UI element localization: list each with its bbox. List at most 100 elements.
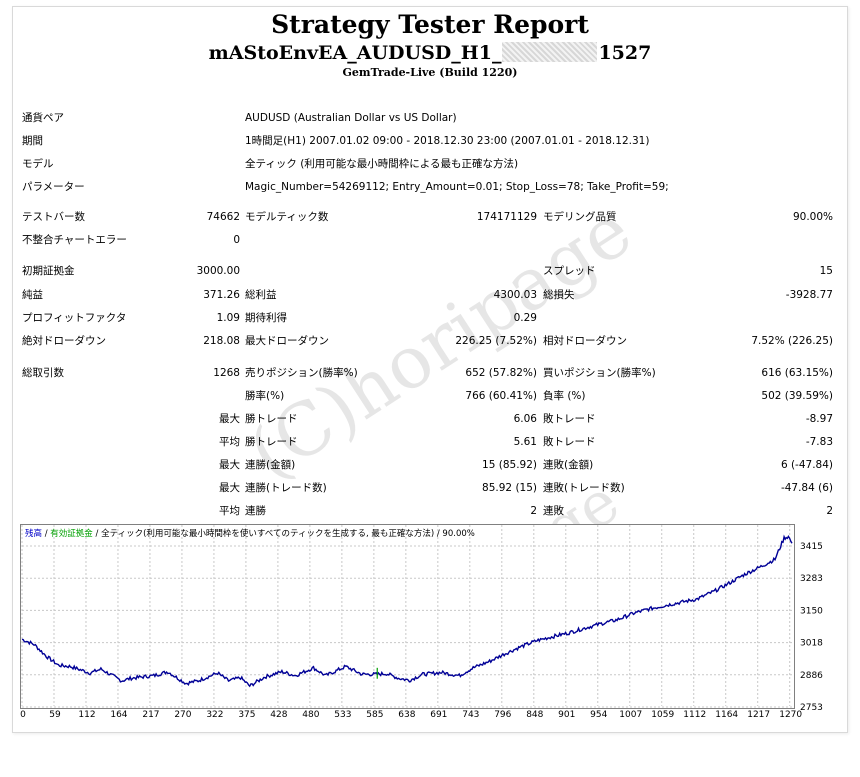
y-tick-label: 3018 (800, 639, 823, 649)
bars-value: 74662 (206, 211, 240, 223)
detail-a-label: 連勝(金額) (245, 459, 296, 471)
gross-loss-label: 総損失 (543, 289, 575, 301)
deposit-value: 3000.00 (196, 265, 240, 277)
chart-svg: 0 59 112 164 217 270 322 375 428 480 533 585 638 691 7… (20, 525, 823, 720)
profit-factor-value: 1.09 (216, 312, 240, 324)
expected-payoff-label: 期待利得 (245, 312, 287, 324)
x-tick-label: 1007 (619, 710, 642, 720)
total-trades-label: 総取引数 (22, 367, 64, 379)
detail-b-value: 6 (-47.84) (780, 459, 833, 471)
y-tick-label: 3150 (800, 606, 823, 616)
ea-name-suffix: 1527 (598, 42, 652, 64)
param-label: 通貨ペア (22, 112, 64, 124)
x-tick-label: 480 (302, 710, 319, 720)
param-label: パラメーター (22, 181, 85, 193)
y-tick-label: 2753 (800, 703, 823, 713)
ticks-value: 174171129 (476, 211, 537, 223)
x-tick-label: 428 (270, 710, 287, 720)
x-tick-label: 217 (142, 710, 159, 720)
long-positions-value: 616 (63.15%) (761, 367, 833, 379)
balance-series-line (21, 534, 793, 688)
detail-a-value: 6.06 (513, 413, 537, 425)
mismatch-value: 0 (233, 234, 240, 246)
balance-chart: 0 59 112 164 217 270 322 375 428 480 533 585 638 691 7… (20, 524, 848, 724)
server-name: GemTrade-Live (Build 1220) (342, 66, 518, 79)
detail-a-label: 勝トレード (245, 436, 298, 448)
report-title: Strategy Tester Report (271, 10, 589, 39)
x-tick-label: 848 (526, 710, 543, 720)
param-value: AUDUSD (Australian Dollar vs US Dollar) (245, 112, 457, 124)
y-tick-label: 2886 (800, 671, 823, 681)
x-tick-label: 0 (20, 710, 26, 720)
x-tick-label: 164 (110, 710, 127, 720)
x-tick-label: 1164 (715, 710, 738, 720)
redaction-block (502, 42, 598, 62)
x-tick-label: 638 (398, 710, 415, 720)
x-tick-label: 533 (334, 710, 351, 720)
y-tick-label: 3283 (800, 574, 823, 584)
x-tick-label: 1217 (747, 710, 770, 720)
param-value: 全ティック (利用可能な最小時間枠による最も正確な方法) (245, 158, 519, 170)
deposit-label: 初期証拠金 (22, 265, 75, 277)
x-tick-label: 691 (430, 710, 447, 720)
short-positions-label: 売りポジション(勝率%) (245, 367, 358, 379)
quality-label: モデリング品質 (543, 211, 617, 223)
x-tick-label: 375 (238, 710, 255, 720)
detail-prefix: 最大 (219, 459, 240, 471)
detail-prefix: 平均 (219, 436, 240, 448)
ea-name-prefix: mAStoEnvEA_AUDUSD_H1_ (208, 42, 502, 64)
detail-b-value: -47.84 (6) (780, 482, 833, 494)
x-tick-label: 270 (174, 710, 191, 720)
gross-profit-label: 総利益 (245, 289, 277, 301)
short-positions-value: 652 (57.82%) (465, 367, 537, 379)
detail-b-label: 敗トレード (543, 413, 596, 425)
detail-b-label: 連敗(トレード数) (543, 482, 625, 494)
abs-drawdown-label: 絶対ドローダウン (22, 335, 106, 347)
chart-plot-frame (20, 524, 795, 709)
loss-rate-value: 502 (39.59%) (761, 390, 833, 402)
param-label: 期間 (22, 135, 43, 147)
x-tick-label: 1112 (683, 710, 706, 720)
loss-rate-label: 負率 (%) (543, 390, 586, 402)
gross-profit-value: 4300.03 (493, 289, 537, 301)
legend-balance: 残高 (25, 529, 43, 539)
win-rate-label: 勝率(%) (245, 390, 285, 402)
spread-value: 15 (819, 265, 833, 277)
abs-drawdown-value: 218.08 (203, 335, 240, 347)
detail-a-value: 5.61 (513, 436, 537, 448)
max-drawdown-label: 最大ドローダウン (245, 335, 329, 347)
win-rate-value: 766 (60.41%) (465, 390, 537, 402)
detail-b-label: 敗トレード (543, 436, 596, 448)
ticks-label: モデルティック数 (245, 211, 329, 223)
long-positions-label: 買いポジション(勝率%) (543, 367, 656, 379)
detail-a-value: 15 (85.92) (482, 459, 537, 471)
total-trades-value: 1268 (213, 367, 240, 379)
legend-equity: 有効証拠金 (50, 529, 93, 539)
detail-a-label: 連勝 (245, 505, 266, 517)
detail-b-value: -7.83 (805, 436, 833, 448)
detail-prefix: 最大 (219, 482, 240, 494)
gross-loss-value: -3928.77 (785, 289, 833, 301)
x-tick-label: 322 (206, 710, 223, 720)
spread-label: スプレッド (543, 265, 596, 277)
ea-name: mAStoEnvEA_AUDUSD_H1_ 1527 (0, 40, 860, 66)
legend-sep: / (42, 529, 51, 539)
detail-a-label: 勝トレード (245, 413, 298, 425)
param-label: モデル (22, 158, 54, 170)
rel-drawdown-value: 7.52% (226.25) (751, 335, 833, 347)
detail-b-value: -8.97 (805, 413, 833, 425)
x-tick-label: 954 (590, 710, 607, 720)
max-drawdown-value: 226.25 (7.52%) (455, 335, 537, 347)
detail-b-label: 連敗(金額) (543, 459, 594, 471)
detail-a-value: 2 (530, 505, 537, 517)
param-value: Magic_Number=54269112; Entry_Amount=0.01… (245, 181, 669, 193)
legend-model: / 全ティック(利用可能な最小時間枠を使いすべてのティックを生成する, 最も正確… (92, 529, 475, 539)
mismatch-label: 不整合チャートエラー (22, 234, 127, 246)
x-tick-label: 796 (494, 710, 511, 720)
x-tick-label: 1270 (779, 710, 802, 720)
x-tick-label: 59 (49, 710, 61, 720)
detail-b-value: 2 (826, 505, 833, 517)
param-value: 1時間足(H1) 2007.01.02 09:00 - 2018.12.30 2… (245, 135, 650, 147)
x-tick-label: 585 (366, 710, 383, 720)
bars-label: テストバー数 (22, 211, 85, 223)
